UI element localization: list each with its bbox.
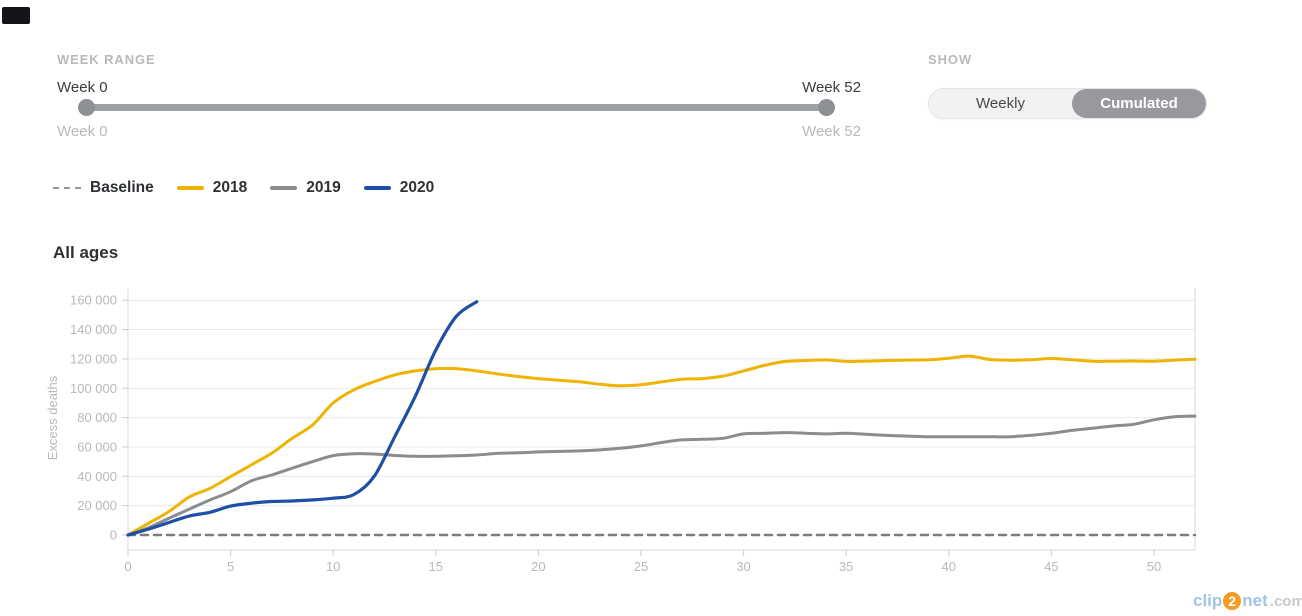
chart-legend: Baseline 2018 2019 2020 xyxy=(53,179,434,197)
y-tick-label: 160 000 xyxy=(70,293,117,308)
week-range-max-label: Week 52 xyxy=(802,123,861,140)
watermark-net-text: net xyxy=(1242,591,1268,610)
week-range-min-label: Week 0 xyxy=(57,123,108,140)
series-2020-line xyxy=(126,300,479,537)
watermark-com-text: .com xyxy=(1269,592,1302,610)
x-tick-label: 50 xyxy=(1147,559,1161,574)
y-tick-label: 100 000 xyxy=(70,381,117,396)
x-tick-label: 25 xyxy=(634,559,648,574)
week-range-slider-handle-end[interactable] xyxy=(818,99,835,116)
toggle-option-weekly[interactable]: Weekly xyxy=(976,95,1025,112)
watermark-2-badge: 2 xyxy=(1223,592,1242,610)
series-2020-swatch xyxy=(363,186,391,190)
x-tick-label: 15 xyxy=(429,559,443,574)
legend-label: Baseline xyxy=(90,179,154,196)
legend-label: 2020 xyxy=(399,179,435,196)
week-range-current-values: Week 0 Week 52 xyxy=(57,79,861,96)
series-2018-line xyxy=(126,354,1197,537)
week-range-limit-labels: Week 0 Week 52 xyxy=(57,123,861,140)
week-range-slider-handle-start[interactable] xyxy=(78,99,95,116)
x-tick-label: 20 xyxy=(531,559,545,574)
chart-title: All ages xyxy=(53,243,119,262)
y-tick-label: 40 000 xyxy=(77,469,117,484)
y-tick-label: 140 000 xyxy=(70,322,117,337)
excess-deaths-chart: 0 20 000 40 000 60 000 80 000 100 000 120 000 1… xyxy=(45,288,1197,574)
x-tick-label: 45 xyxy=(1044,559,1058,574)
week-range-end-value: Week 52 xyxy=(802,79,861,96)
y-tick-label: 0 xyxy=(110,528,117,543)
x-tick-label: 30 xyxy=(736,559,750,574)
y-tick-label: 120 000 xyxy=(70,351,117,366)
week-range-label: WEEK RANGE xyxy=(57,52,156,67)
screen-capture-artifact xyxy=(2,7,30,24)
series-2019-line xyxy=(126,414,1197,537)
x-tick-label: 10 xyxy=(326,559,340,574)
legend-item-2019[interactable]: 2019 xyxy=(270,179,341,197)
x-tick-label: 0 xyxy=(124,559,131,574)
series-2018-swatch xyxy=(176,186,204,190)
show-mode-toggle[interactable]: Weekly Cumulated xyxy=(928,88,1207,119)
legend-item-2020[interactable]: 2020 xyxy=(363,179,435,197)
legend-label: 2019 xyxy=(306,179,341,196)
clip2net-watermark: clip 2 net .com xyxy=(1193,590,1302,612)
x-tick-label: 40 xyxy=(942,559,956,574)
legend-label: 2018 xyxy=(212,179,248,196)
y-tick-label: 20 000 xyxy=(77,498,117,513)
show-label: SHOW xyxy=(928,52,973,67)
baseline-dashed-swatch xyxy=(53,187,81,189)
legend-item-baseline[interactable]: Baseline xyxy=(53,179,154,197)
week-range-start-value: Week 0 xyxy=(57,79,108,96)
watermark-clip-text: clip xyxy=(1193,591,1223,610)
toggle-option-cumulated[interactable]: Cumulated xyxy=(1072,89,1206,118)
y-tick-label: 60 000 xyxy=(77,439,117,454)
y-tick-label: 80 000 xyxy=(77,410,117,425)
series-2019-swatch xyxy=(270,186,298,190)
x-tick-label: 5 xyxy=(227,559,234,574)
week-range-slider-track[interactable] xyxy=(84,104,832,111)
x-tick-label: 35 xyxy=(839,559,853,574)
y-axis-label: Excess deaths xyxy=(45,375,60,460)
legend-item-2018[interactable]: 2018 xyxy=(176,179,248,197)
